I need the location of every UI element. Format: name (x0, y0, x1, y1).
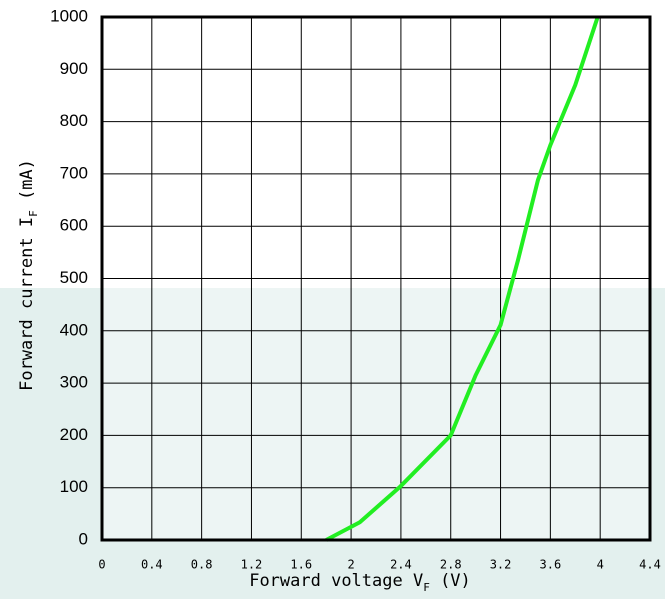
x-label-sub: F (423, 581, 430, 594)
y-tick-label: 400 (60, 320, 88, 339)
y-label-unit: (mA) (17, 159, 37, 210)
y-tick-label: 700 (60, 163, 88, 182)
x-label-main: Forward voltage V (249, 571, 423, 591)
x-tick-label: 0.8 (191, 558, 213, 572)
y-tick-label: 600 (60, 216, 88, 235)
data-line (325, 16, 600, 542)
x-tick-label: 1.2 (241, 558, 263, 572)
y-tick-label: 500 (60, 268, 88, 287)
x-tick-label: 0 (98, 558, 105, 572)
x-tick-label: 4.4 (639, 558, 661, 572)
x-tick-label: 4 (597, 558, 604, 572)
x-tick-label: 2.4 (390, 558, 412, 572)
x-label-unit: (V) (430, 571, 471, 591)
y-tick-label: 300 (60, 373, 88, 392)
y-axis-label: Forward current IF (mA) (17, 159, 40, 391)
marks (325, 16, 600, 542)
y-tick-label: 900 (60, 59, 88, 78)
y-tick-label: 0 (79, 529, 88, 548)
y-label-main: Forward current I (17, 217, 37, 391)
x-tick-label: 2 (347, 558, 354, 572)
x-tick-label: 0.4 (141, 558, 163, 572)
y-label-sub: F (27, 210, 40, 217)
y-tick-label: 100 (60, 477, 88, 496)
y-tick-label: 1000 (50, 6, 88, 25)
photo-background (0, 288, 665, 599)
x-tick-label: 3.2 (490, 558, 512, 572)
x-axis-label: Forward voltage VF (V) (249, 571, 471, 594)
plot-border (100, 15, 652, 542)
x-tick-label: 2.8 (440, 558, 462, 572)
x-tick-label: 1.6 (290, 558, 312, 572)
y-tick-label: 200 (60, 425, 88, 444)
x-tick-label: 3.6 (540, 558, 562, 572)
y-tick-label: 800 (60, 111, 88, 130)
